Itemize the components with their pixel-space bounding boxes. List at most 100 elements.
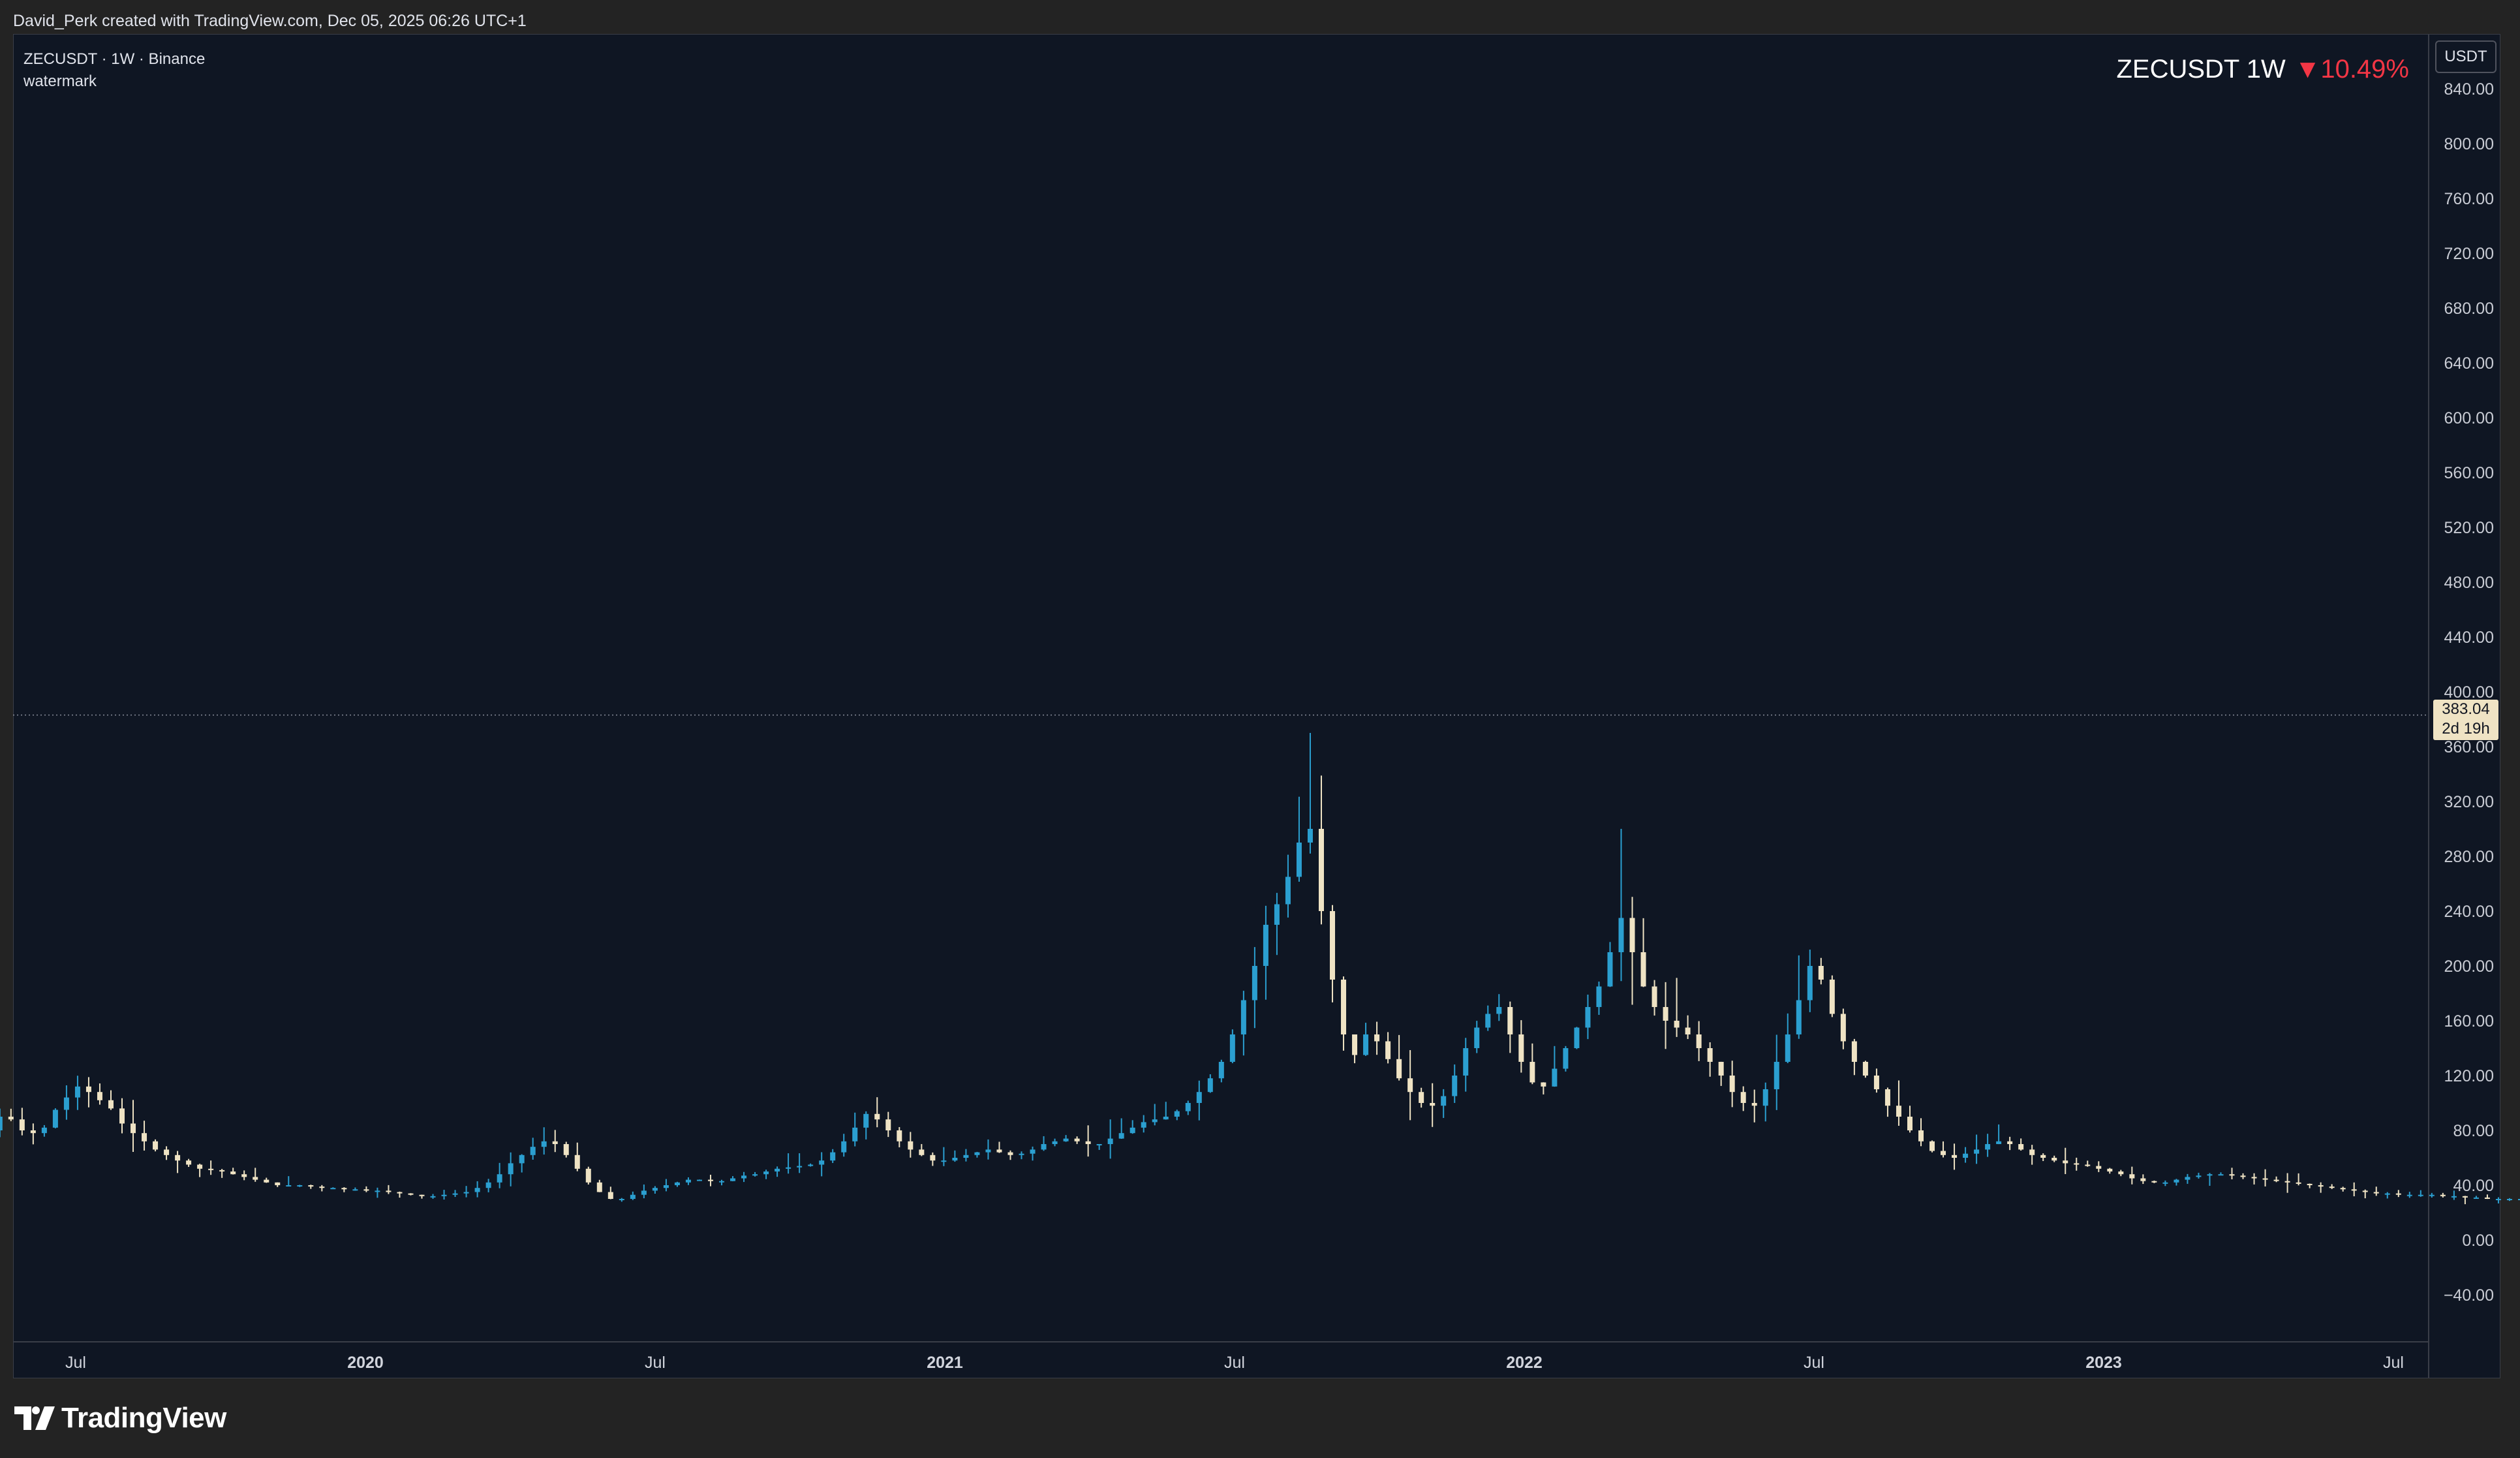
candle-body (1441, 1096, 1447, 1106)
symbol-line: ZECUSDT · 1W · Binance (23, 50, 206, 68)
candle-body (1929, 1141, 1935, 1151)
candle-body (1385, 1041, 1391, 1059)
price-tick-label: 520.00 (2444, 519, 2494, 537)
candle-body (619, 1199, 624, 1200)
candle-body (175, 1155, 181, 1161)
candle-body (1541, 1082, 1546, 1087)
candle-body (974, 1152, 980, 1155)
candle-body (707, 1179, 713, 1181)
candle-body (696, 1179, 702, 1181)
candle-body (2107, 1168, 2113, 1171)
candle-body (1452, 1076, 1458, 1096)
candle-body (208, 1168, 214, 1170)
candle-body (1307, 829, 1313, 843)
tradingview-logo-icon (14, 1406, 55, 1430)
candle-body (2151, 1181, 2157, 1183)
candle-body (1174, 1111, 1180, 1117)
chart-credit: David_Perk created with TradingView.com,… (13, 12, 527, 30)
candle-body (186, 1160, 192, 1165)
candle-body (2007, 1141, 2013, 1144)
brand-name: TradingView (61, 1402, 226, 1434)
candle-body (1196, 1092, 1202, 1103)
candle-body (74, 1086, 80, 1098)
candle-body (1274, 904, 1280, 925)
time-tick-label: Jul (1804, 1354, 1824, 1372)
price-tick-label: −40.00 (2444, 1286, 2494, 1305)
candle-body (1585, 1007, 1591, 1028)
candle-body (1762, 1089, 1768, 1106)
price-tick-label: 640.00 (2444, 354, 2494, 373)
candle-body (1696, 1034, 1702, 1048)
candle-body (1884, 1089, 1890, 1106)
candle-body (2096, 1166, 2102, 1169)
candle-body (1107, 1138, 1113, 1144)
candle-body (1118, 1133, 1124, 1139)
candle-body (230, 1171, 236, 1175)
candle-body (985, 1149, 991, 1153)
candle-body (2329, 1187, 2335, 1188)
candle-body (1618, 918, 1624, 952)
candle-body (153, 1141, 159, 1150)
candle-body (963, 1155, 969, 1158)
candle-body (786, 1167, 791, 1169)
candle-body (341, 1188, 347, 1190)
currency-unit-button[interactable]: USDT (2435, 40, 2497, 73)
candle-body (386, 1190, 392, 1192)
candle-body (219, 1170, 225, 1171)
price-tick-label: 600.00 (2444, 409, 2494, 427)
candle-body (408, 1193, 414, 1195)
candle-body (131, 1123, 136, 1134)
candle-body (474, 1188, 480, 1192)
candle-body (607, 1192, 613, 1199)
candle-body (2440, 1194, 2446, 1196)
candle-body (819, 1160, 825, 1165)
candle-body (2185, 1177, 2190, 1180)
candle-body (1918, 1130, 1924, 1141)
candle-body (308, 1185, 314, 1187)
candle-body (1740, 1092, 1746, 1103)
candle-body (108, 1100, 114, 1109)
candle-body (197, 1164, 203, 1169)
candle-body (1052, 1141, 1058, 1144)
candle-body (275, 1182, 281, 1185)
candle-body (1330, 911, 1336, 980)
candle-body (1896, 1106, 1901, 1117)
candle-body (452, 1193, 458, 1195)
candle-body (674, 1182, 680, 1185)
candle-body (2473, 1197, 2479, 1199)
price-tick-label: 400.00 (2444, 683, 2494, 702)
candle-body (2229, 1174, 2235, 1176)
time-tick-label: Jul (645, 1354, 666, 1372)
candle-body (1574, 1027, 1580, 1048)
candle-body (2318, 1185, 2324, 1187)
candle-body (1129, 1127, 1135, 1134)
candle-body (1007, 1152, 1013, 1155)
candle-body (1640, 952, 1646, 987)
tradingview-logo[interactable]: TradingView (14, 1402, 226, 1435)
candle-body (897, 1130, 902, 1141)
candle-body (1163, 1117, 1169, 1120)
candle-body (1729, 1076, 1735, 1093)
candle-body (1563, 1048, 1569, 1069)
candle-body (1629, 918, 1635, 952)
price-tick-label: 480.00 (2444, 574, 2494, 592)
candle-body (1785, 1034, 1790, 1062)
candle-body (2273, 1179, 2279, 1181)
candle-body (1963, 1153, 1969, 1158)
candle-body (397, 1192, 403, 1194)
candle-body (1774, 1062, 1779, 1089)
candle-body (1829, 980, 1835, 1014)
last-price-value: 383.04 (2442, 700, 2490, 718)
candle-body (330, 1188, 336, 1190)
candle-body (2517, 1199, 2520, 1200)
price-tick-label: 440.00 (2444, 628, 2494, 647)
candle-body (1263, 925, 1268, 966)
candle-body (775, 1168, 780, 1171)
chart-frame[interactable] (13, 34, 2500, 1378)
candle-body (663, 1185, 669, 1188)
candle-body (1596, 986, 1602, 1007)
candle-body (19, 1119, 25, 1130)
candle-body (52, 1109, 58, 1128)
candle-body (952, 1158, 958, 1161)
